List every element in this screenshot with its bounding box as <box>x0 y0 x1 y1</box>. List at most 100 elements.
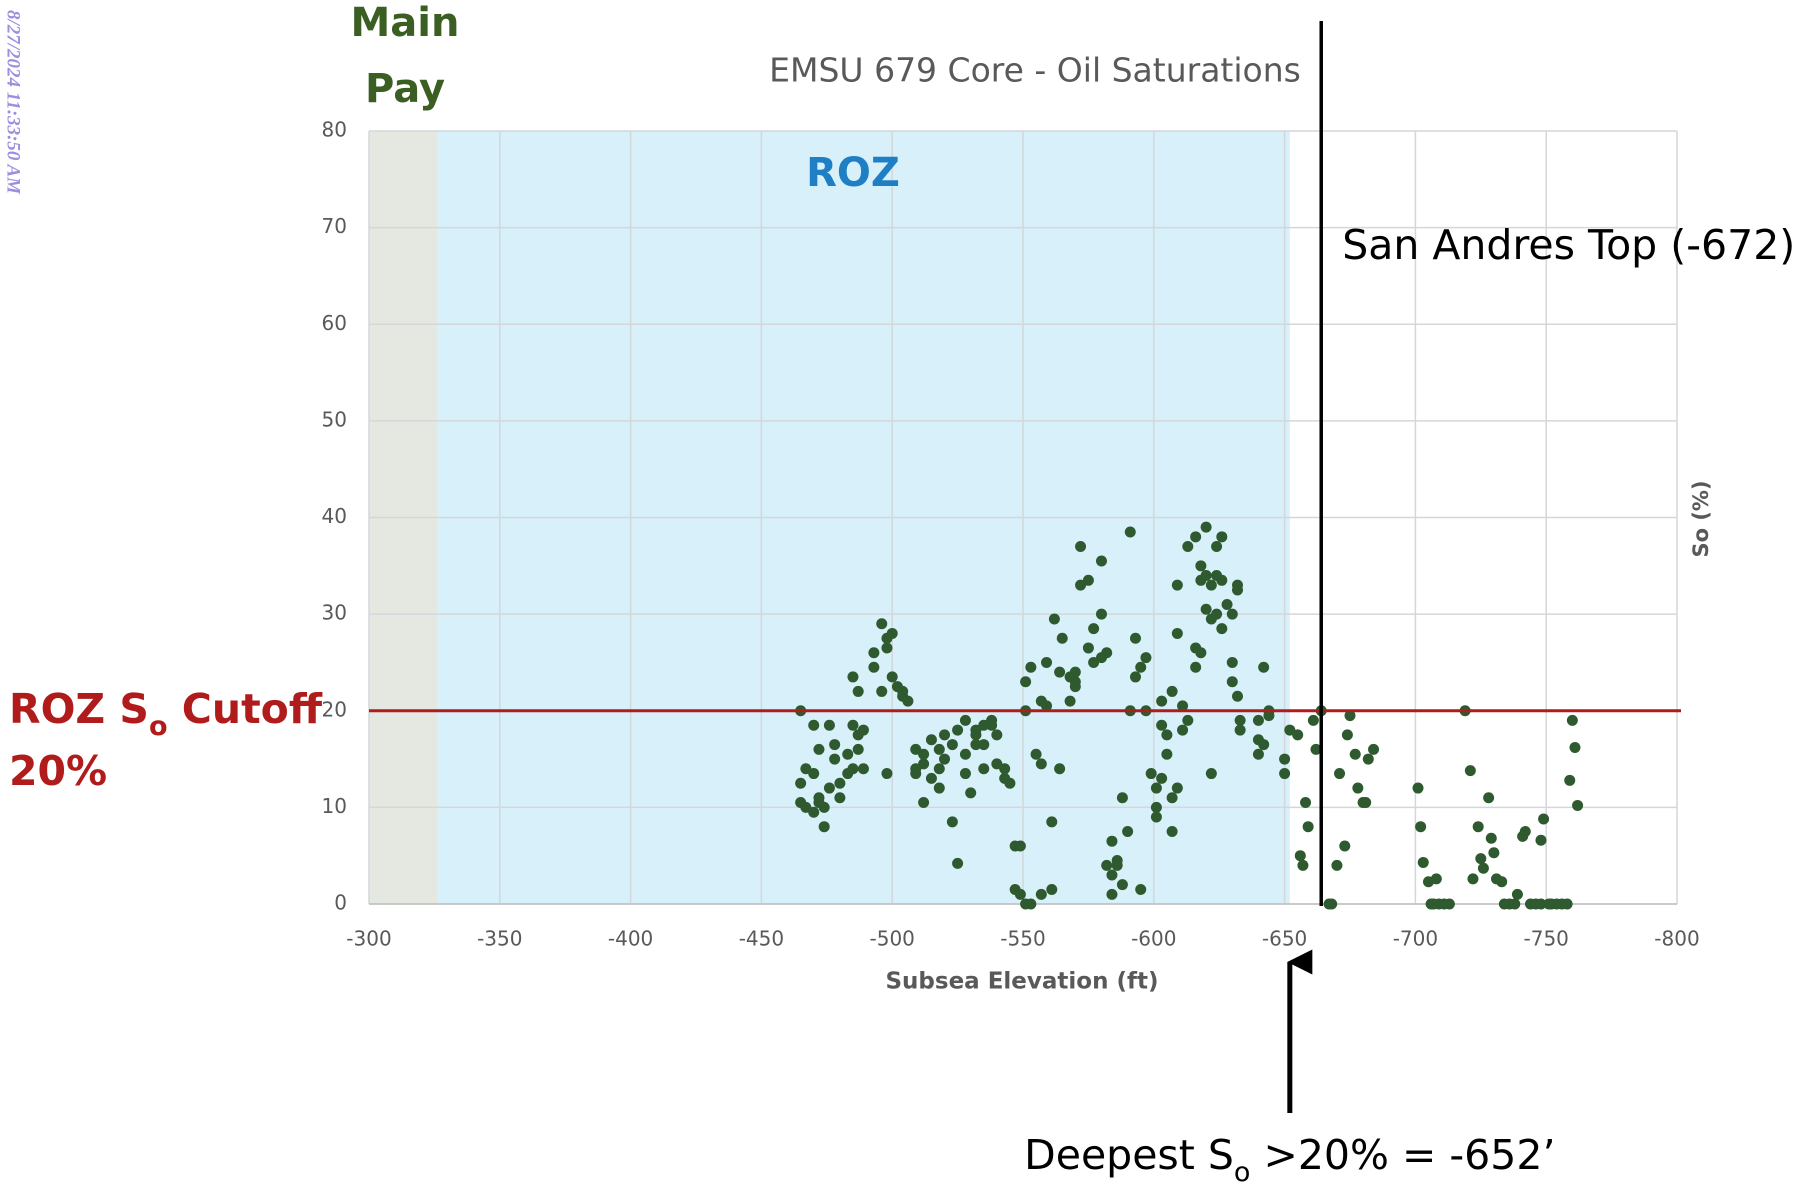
data-point <box>1171 579 1183 591</box>
data-point <box>1297 859 1309 871</box>
data-point <box>1075 540 1087 552</box>
data-point <box>897 685 909 697</box>
data-point <box>1428 898 1440 910</box>
data-point <box>1417 856 1429 868</box>
data-point <box>946 739 958 751</box>
cutoff-label-line2: 20% <box>9 747 107 795</box>
data-point <box>910 768 922 780</box>
data-point <box>1122 826 1134 838</box>
data-point <box>1339 840 1351 852</box>
data-point <box>818 821 830 833</box>
y-tick-label: 30 <box>322 601 347 625</box>
data-point <box>1252 714 1264 726</box>
data-point <box>1475 853 1487 865</box>
data-point <box>1004 777 1016 789</box>
data-point <box>1156 719 1168 731</box>
data-point <box>847 719 859 731</box>
data-point <box>1334 768 1346 780</box>
data-point <box>1226 676 1238 688</box>
data-point <box>1216 574 1228 586</box>
data-point <box>1569 741 1581 753</box>
data-point <box>918 748 930 760</box>
data-point <box>818 801 830 813</box>
chart-title: EMSU 679 Core - Oil Saturations <box>769 51 1301 90</box>
data-point <box>1182 714 1194 726</box>
y-tick-label: 60 <box>322 311 347 335</box>
data-point <box>1362 753 1374 765</box>
data-point <box>1519 826 1531 838</box>
x-axis-label: Subsea Elevation (ft) <box>885 969 1158 995</box>
data-point <box>1221 598 1233 610</box>
annotation-label-part: o <box>1234 1157 1251 1184</box>
data-point <box>1135 884 1147 896</box>
data-point <box>959 748 971 760</box>
data-point <box>876 685 888 697</box>
data-point <box>808 806 820 818</box>
x-tick-label: -550 <box>1000 927 1045 951</box>
data-point <box>933 782 945 794</box>
data-point <box>1200 569 1212 581</box>
data-point <box>1177 700 1189 712</box>
data-point <box>1331 859 1343 871</box>
data-point <box>952 724 964 736</box>
data-point <box>978 719 990 731</box>
data-point <box>1294 850 1306 862</box>
data-point <box>1171 782 1183 794</box>
data-point <box>1211 608 1223 620</box>
data-point <box>970 729 982 741</box>
data-point <box>939 729 951 741</box>
cutoff-label-part: o <box>149 711 168 742</box>
data-point <box>1344 710 1356 722</box>
data-point <box>1101 647 1113 659</box>
data-point <box>1088 623 1100 635</box>
annotation-label-part: >20% = -652’ <box>1250 1131 1555 1179</box>
data-point <box>1279 768 1291 780</box>
data-point <box>1190 531 1202 543</box>
data-point <box>1041 656 1053 668</box>
data-point <box>1166 792 1178 804</box>
data-point <box>1161 729 1173 741</box>
data-point <box>1056 632 1068 644</box>
data-point <box>1341 729 1353 741</box>
data-point <box>1234 714 1246 726</box>
data-point <box>1014 840 1026 852</box>
data-point <box>1443 898 1455 910</box>
data-point <box>829 753 841 765</box>
data-point <box>1054 666 1066 678</box>
data-point <box>1205 579 1217 591</box>
vertical-line-label: San Andres Top (-672) <box>1342 221 1795 269</box>
data-point <box>886 671 898 683</box>
data-point <box>1467 873 1479 885</box>
data-point <box>1412 782 1424 794</box>
data-point <box>808 768 820 780</box>
data-point <box>1048 613 1060 625</box>
data-point <box>1252 748 1264 760</box>
x-tick-label: -750 <box>1524 927 1569 951</box>
annotation-label: Deepest So >20% = -652’ <box>1024 1131 1555 1184</box>
data-point <box>857 724 869 736</box>
region-label: Main <box>351 0 460 46</box>
data-point <box>834 777 846 789</box>
data-point <box>1095 608 1107 620</box>
region-label: ROZ <box>806 150 900 196</box>
data-point <box>952 857 964 869</box>
data-point <box>918 797 930 809</box>
data-point <box>1101 859 1113 871</box>
data-point <box>1226 656 1238 668</box>
data-point <box>1129 671 1141 683</box>
x-tick-label: -700 <box>1393 927 1438 951</box>
data-point <box>1166 826 1178 838</box>
data-point <box>800 801 812 813</box>
data-point <box>847 763 859 775</box>
data-point <box>1509 898 1521 910</box>
data-point <box>1258 739 1270 751</box>
data-point <box>986 714 998 726</box>
data-point <box>946 816 958 828</box>
data-point <box>1195 647 1207 659</box>
data-point <box>1572 799 1584 811</box>
y-tick-label: 50 <box>322 407 347 431</box>
data-point <box>1216 623 1228 635</box>
data-point <box>1310 743 1322 755</box>
data-point <box>886 627 898 639</box>
data-point <box>1150 782 1162 794</box>
